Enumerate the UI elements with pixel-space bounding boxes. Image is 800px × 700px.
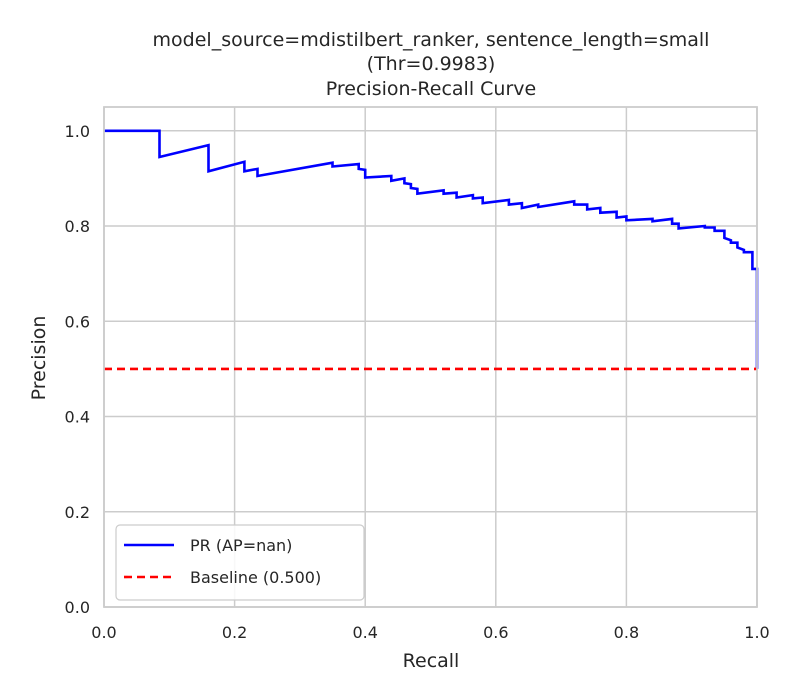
legend-label-baseline: Baseline (0.500) xyxy=(190,568,321,587)
axes-frame xyxy=(103,106,758,608)
title-line-1: model_source=mdistilbert_ranker, sentenc… xyxy=(153,29,710,51)
title-line-3: Precision-Recall Curve xyxy=(326,78,536,100)
x-axis-label: Recall xyxy=(403,650,460,672)
pr-curve-line xyxy=(104,129,759,369)
x-tick-labels: 0.0 0.2 0.4 0.6 0.8 1.0 xyxy=(91,623,769,642)
y-axis-label: Precision xyxy=(28,316,50,401)
legend: PR (AP=nan) Baseline (0.500) xyxy=(115,524,365,601)
y-tick-label: 0.0 xyxy=(65,598,90,617)
y-tick-label: 0.6 xyxy=(65,312,90,331)
legend-label-pr: PR (AP=nan) xyxy=(190,536,292,555)
plot-series xyxy=(104,129,759,371)
title-line-2: (Thr=0.9983) xyxy=(367,53,496,75)
x-tick-label: 0.0 xyxy=(91,623,116,642)
chart-title: model_source=mdistilbert_ranker, sentenc… xyxy=(153,29,710,100)
y-tick-label: 1.0 xyxy=(65,122,90,141)
x-tick-label: 1.0 xyxy=(744,623,769,642)
x-tick-label: 0.2 xyxy=(222,623,247,642)
y-tick-label: 0.2 xyxy=(65,503,90,522)
x-tick-label: 0.8 xyxy=(614,623,639,642)
y-tick-label: 0.4 xyxy=(65,408,90,427)
legend-box xyxy=(115,524,365,601)
y-tick-labels: 0.0 0.2 0.4 0.6 0.8 1.0 xyxy=(65,122,90,617)
y-tick-label: 0.8 xyxy=(65,217,90,236)
x-tick-label: 0.4 xyxy=(352,623,377,642)
x-tick-label: 0.6 xyxy=(483,623,508,642)
